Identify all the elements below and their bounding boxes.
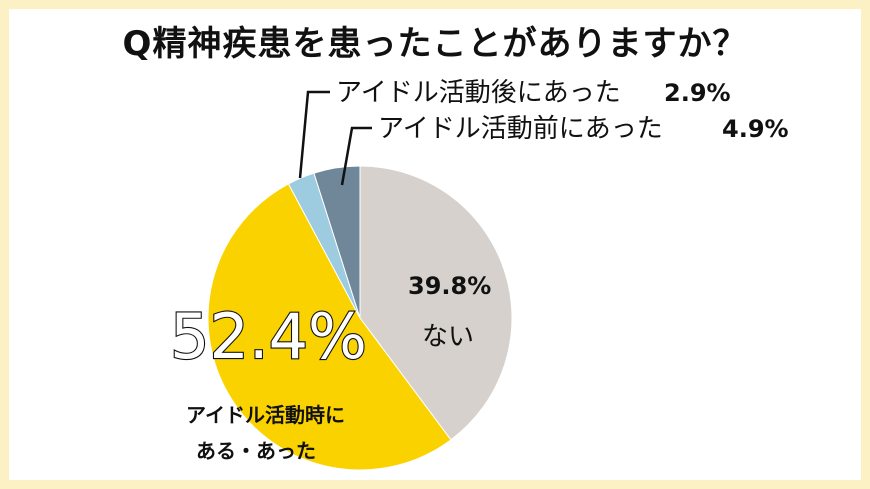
slice-before (313, 165, 361, 319)
slice-none (359, 165, 513, 441)
value-none: 39.8% (408, 272, 491, 300)
label-before: アイドル活動前にあった (378, 114, 663, 144)
leader-line-before (340, 126, 372, 186)
value-after: 2.9% (664, 79, 731, 107)
value-during: 52.4% (170, 300, 367, 373)
pie-slices (207, 165, 513, 471)
label-none: ない (422, 322, 474, 352)
slice-during (207, 183, 452, 471)
leader-line-after (298, 90, 330, 179)
label-after: アイドル活動後にあった (336, 78, 621, 108)
value-before: 4.9% (722, 115, 789, 143)
chart-title: Q精神疾患を患ったことがありますか？ (122, 24, 748, 64)
label-during-line1: アイドル活動時に (186, 403, 345, 427)
label-during-line2: ある・あった (196, 439, 316, 463)
